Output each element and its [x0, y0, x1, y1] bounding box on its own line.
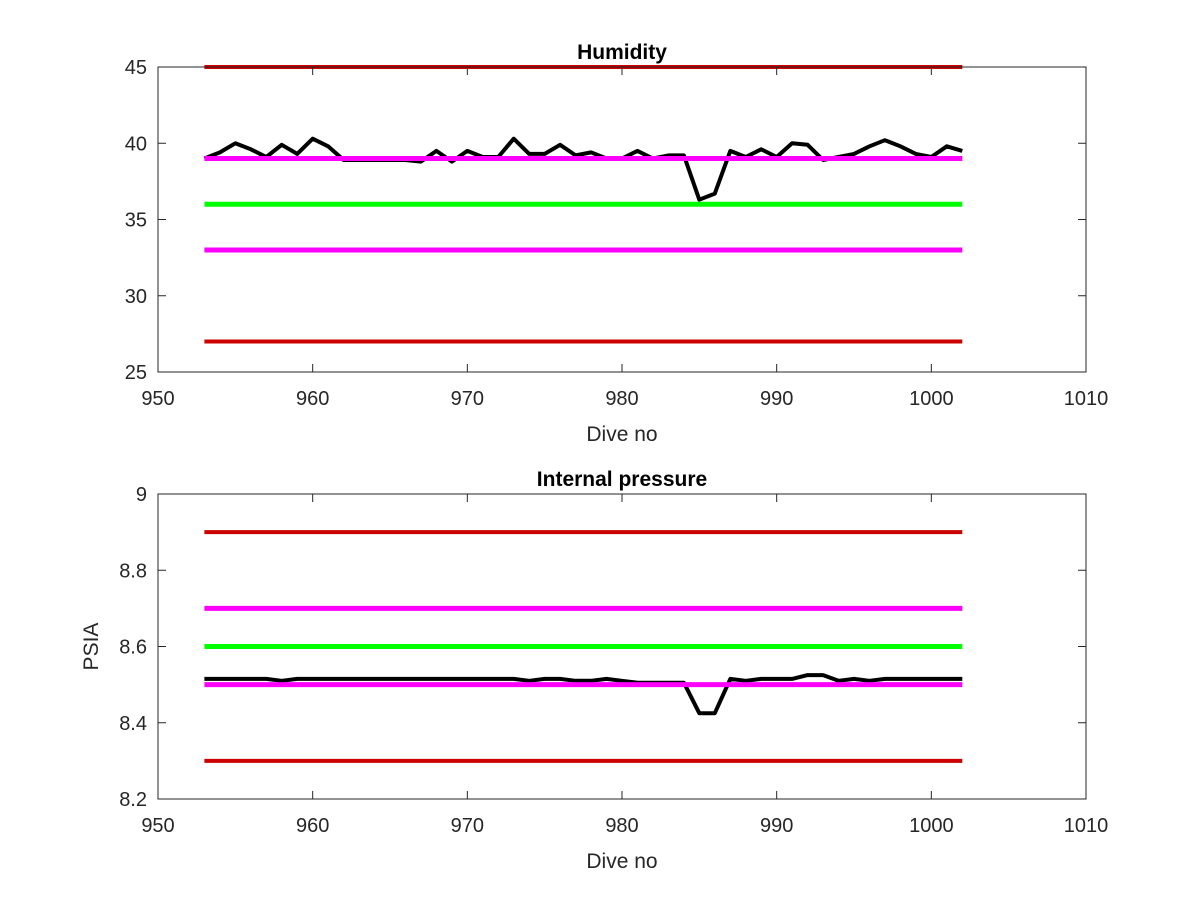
x-tick-label: 980 [605, 388, 638, 410]
y-tick-label: 35 [125, 210, 147, 232]
x-tick-label: 980 [605, 815, 638, 837]
x-tick-label: 990 [760, 388, 793, 410]
x-tick-label: 1010 [1064, 815, 1109, 837]
series-group [204, 530, 963, 763]
y-tick-label: 30 [125, 286, 147, 308]
x-axis-label: Dive no [586, 850, 657, 873]
subplot-1: 950 960 970 980 990 1000 1010 25 30 35 40 45 Humidit… [125, 41, 1109, 446]
x-tick-label: 970 [451, 388, 484, 410]
x-tick-label: 990 [760, 815, 793, 837]
chart-title: Internal pressure [537, 468, 707, 491]
chart-title: Humidity [577, 41, 667, 64]
x-axis-label: Dive no [586, 423, 657, 446]
x-tick-label: 1000 [909, 388, 954, 410]
x-tick-label: 960 [296, 388, 329, 410]
x-tick-label: 1010 [1064, 388, 1109, 410]
data-line [204, 673, 963, 716]
y-tick-label: 8.4 [119, 713, 147, 735]
y-tick-label: 8.2 [119, 789, 147, 811]
x-tick-label: 950 [141, 388, 174, 410]
x-tick-label: 970 [451, 815, 484, 837]
x-tick-label: 1000 [909, 815, 954, 837]
y-tick-label: 8.8 [119, 560, 147, 582]
x-tick-label: 950 [141, 815, 174, 837]
y-tick-label: 40 [125, 133, 147, 155]
plot-area [158, 67, 1086, 372]
x-tick-label: 960 [296, 815, 329, 837]
subplot-2: 950 960 970 980 990 1000 1010 8.2 8.4 8.6 8.8 9 Inte… [80, 468, 1108, 873]
y-tick-label: 25 [125, 362, 147, 384]
y-tick-label: 45 [125, 57, 147, 79]
y-tick-label: 8.6 [119, 637, 147, 659]
y-axis-label: PSIA [80, 623, 103, 671]
y-tick-label: 9 [136, 484, 147, 506]
